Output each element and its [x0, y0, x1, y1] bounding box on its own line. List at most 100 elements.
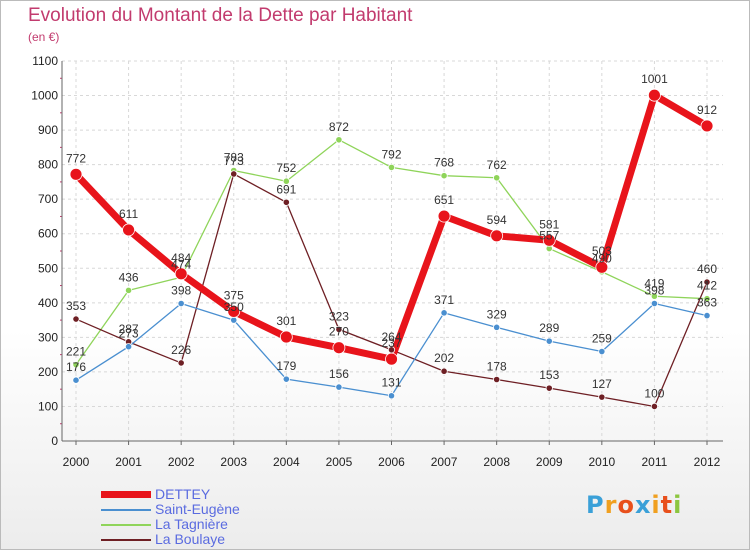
data-label-la-tagni-re: 768	[434, 156, 454, 170]
data-label-saint-eug-ne: 131	[381, 376, 401, 390]
x-tick-label: 2007	[431, 455, 458, 469]
data-label-la-boulaye: 264	[381, 330, 401, 344]
y-tick-label: 500	[38, 261, 58, 275]
data-point-la-boulaye	[598, 393, 606, 401]
data-point-la-boulaye	[72, 315, 80, 323]
data-label-la-tagni-re: 490	[592, 252, 612, 266]
y-tick-label: 800	[38, 158, 58, 172]
data-point-saint-eug-ne	[650, 299, 659, 308]
data-point-la-boulaye	[703, 278, 711, 286]
data-point-la-boulaye	[335, 325, 343, 334]
data-point-dettey	[700, 119, 714, 133]
data-point-saint-eug-ne	[335, 383, 343, 391]
data-label-la-boulaye: 100	[644, 386, 664, 400]
data-label-dettey: 581	[539, 217, 559, 231]
x-tick-label: 2000	[63, 455, 90, 469]
data-point-la-tagni-re	[493, 174, 501, 182]
legend-swatch-la-boulaye	[101, 539, 151, 541]
data-point-saint-eug-ne	[545, 337, 553, 345]
data-point-dettey	[122, 223, 135, 237]
data-label-la-boulaye: 773	[224, 154, 244, 168]
data-label-dettey: 237	[381, 336, 401, 350]
data-label-dettey: 651	[434, 193, 454, 207]
y-tick-label: 900	[38, 123, 58, 137]
x-tick-label: 2002	[168, 455, 195, 469]
legend-swatch-la-tagniere	[101, 524, 151, 526]
logo-letter: r	[604, 491, 618, 519]
data-label-saint-eug-ne: 350	[224, 300, 244, 314]
data-label-la-boulaye: 127	[592, 377, 612, 391]
proxiti-logo: Proxiti	[586, 491, 682, 519]
logo-letter: x	[634, 491, 652, 519]
data-point-saint-eug-ne	[72, 376, 80, 384]
data-label-la-boulaye: 287	[119, 322, 139, 336]
data-label-la-boulaye: 153	[539, 368, 559, 382]
data-label-la-boulaye: 323	[329, 309, 349, 323]
data-point-dettey	[542, 233, 556, 247]
x-tick-label: 2006	[378, 455, 405, 469]
y-tick-label: 600	[38, 227, 58, 241]
data-label-dettey: 611	[119, 207, 138, 221]
y-tick-label: 0	[51, 434, 58, 448]
y-tick-label: 1000	[31, 89, 58, 103]
data-point-saint-eug-ne	[177, 299, 185, 308]
x-tick-label: 2003	[220, 455, 247, 469]
data-point-la-tagni-re	[440, 172, 448, 180]
data-point-saint-eug-ne	[124, 343, 133, 351]
chart-title: Evolution du Montant de la Dette par Hab…	[28, 5, 413, 26]
data-point-la-boulaye	[230, 170, 238, 178]
data-label-dettey: 594	[487, 213, 507, 227]
y-tick-label: 100	[38, 399, 58, 413]
logo-letter: i	[651, 491, 661, 519]
data-label-saint-eug-ne: 273	[119, 327, 139, 341]
data-point-dettey	[279, 330, 293, 344]
data-point-la-boulaye	[177, 359, 185, 367]
y-tick-label: 200	[38, 365, 58, 379]
data-label-la-tagni-re: 436	[119, 270, 139, 284]
data-label-la-tagni-re: 474	[171, 257, 191, 271]
chart-unit: (en €)	[28, 30, 60, 44]
y-tick-label: 1100	[32, 54, 58, 68]
data-label-saint-eug-ne: 176	[66, 360, 86, 374]
data-label-saint-eug-ne: 329	[487, 307, 507, 321]
data-label-la-boulaye: 202	[434, 351, 454, 365]
data-point-la-tagni-re	[72, 361, 80, 369]
data-point-dettey	[227, 305, 241, 318]
x-tick-label: 2004	[273, 455, 300, 469]
data-label-dettey: 301	[276, 314, 296, 328]
data-label-la-tagni-re: 872	[329, 120, 349, 134]
data-label-dettey: 270	[329, 325, 349, 339]
data-label-la-tagni-re: 419	[644, 276, 664, 290]
data-label-la-boulaye: 353	[66, 299, 86, 313]
data-label-la-tagni-re: 762	[487, 158, 507, 172]
logo-letter: t	[660, 491, 674, 519]
data-label-saint-eug-ne: 259	[592, 332, 612, 346]
data-label-la-boulaye: 460	[697, 262, 717, 276]
data-label-saint-eug-ne: 179	[276, 359, 296, 373]
data-label-saint-eug-ne: 289	[539, 321, 559, 335]
x-tick-label: 2005	[326, 455, 353, 469]
data-point-la-boulaye	[282, 198, 290, 206]
y-tick-label: 400	[38, 296, 58, 310]
data-label-dettey: 912	[697, 103, 717, 117]
data-label-saint-eug-ne: 398	[171, 284, 191, 298]
data-point-la-tagni-re	[282, 177, 290, 185]
legend-label: Saint-Eugène	[155, 501, 240, 517]
data-point-la-boulaye	[440, 367, 448, 375]
data-point-dettey	[595, 260, 609, 274]
data-label-la-tagni-re: 221	[66, 345, 86, 359]
data-label-la-tagni-re: 792	[381, 147, 401, 161]
data-label-dettey: 375	[224, 288, 244, 302]
data-point-dettey	[332, 341, 346, 355]
data-point-la-tagni-re	[335, 136, 343, 144]
data-point-la-tagni-re	[650, 292, 659, 300]
data-point-dettey	[490, 229, 504, 243]
data-label-la-tagni-re: 752	[276, 161, 296, 175]
data-point-dettey	[174, 267, 188, 281]
x-tick-label: 2009	[536, 455, 563, 469]
data-label-la-tagni-re: 412	[697, 279, 717, 293]
data-label-dettey: 503	[592, 244, 612, 258]
data-point-saint-eug-ne	[282, 375, 290, 383]
